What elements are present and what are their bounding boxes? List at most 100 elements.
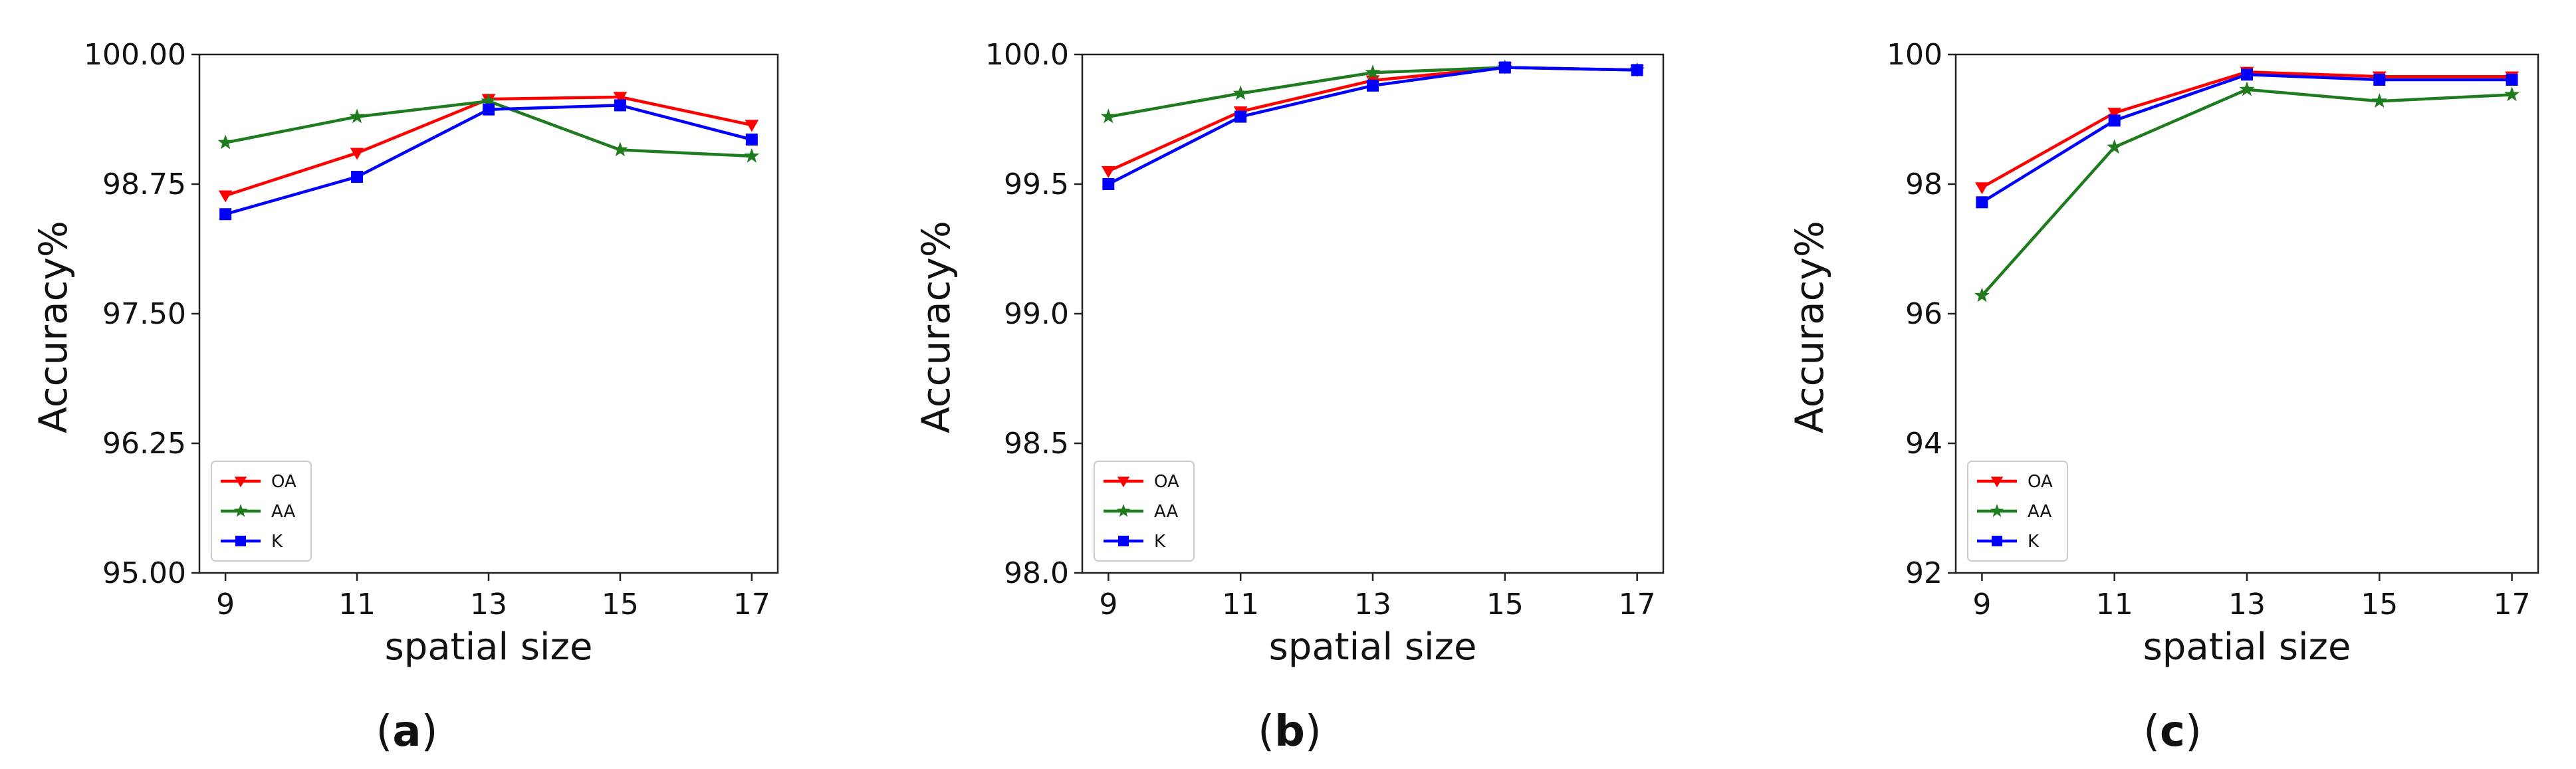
x-tick-label: 13 bbox=[470, 588, 507, 621]
x-tick-label: 13 bbox=[1354, 588, 1391, 621]
data-point-aa bbox=[1100, 108, 1116, 124]
legend-label-oa: OA bbox=[2028, 472, 2053, 492]
data-point-oa bbox=[218, 190, 233, 203]
legend-label-k: K bbox=[1154, 532, 1166, 552]
y-tick-label: 92 bbox=[1905, 556, 1942, 590]
data-point-aa bbox=[2107, 139, 2123, 154]
data-point-aa bbox=[217, 134, 233, 150]
x-tick-label: 15 bbox=[2361, 588, 2398, 621]
data-point-aa bbox=[612, 142, 628, 157]
data-point-k bbox=[1102, 178, 1115, 190]
chart-panel-b: 98.0 98.5 99.0 99.5 100.0 9 11 13 15 17 spatial si… bbox=[913, 38, 1665, 756]
series-line-aa bbox=[1980, 88, 2512, 297]
data-point-aa bbox=[481, 93, 497, 108]
y-tick-label: 96 bbox=[1905, 297, 1942, 331]
legend-marker-oa bbox=[234, 477, 247, 488]
data-point-aa bbox=[349, 108, 365, 124]
x-axis-label: spatial size bbox=[385, 625, 593, 669]
panel-caption: (c) bbox=[2143, 707, 2202, 756]
legend-marker-oa bbox=[1990, 477, 2004, 488]
data-point-k bbox=[1631, 64, 1643, 76]
data-point-aa bbox=[1365, 64, 1381, 80]
legend-label-k: K bbox=[271, 532, 283, 552]
y-axis-label: Accuracy% bbox=[913, 221, 959, 433]
series-line-k bbox=[225, 104, 753, 216]
data-point-k bbox=[1234, 110, 1247, 123]
y-tick-label: 94 bbox=[1905, 427, 1942, 461]
panel-caption-letter: b bbox=[1274, 707, 1305, 756]
y-tick-label: 97.50 bbox=[102, 297, 186, 331]
legend-marker-aa bbox=[1990, 504, 2004, 517]
data-point-aa bbox=[2371, 93, 2387, 108]
legend: OA AA K bbox=[211, 461, 312, 562]
legend-label-aa: AA bbox=[1154, 502, 1179, 522]
legend-marker-k bbox=[235, 536, 246, 546]
series-k bbox=[1976, 68, 2518, 209]
legend-marker-aa bbox=[233, 504, 248, 517]
data-point-aa bbox=[2239, 81, 2255, 96]
legend-label-oa: OA bbox=[271, 472, 296, 492]
legend: OA AA K bbox=[1094, 461, 1195, 562]
data-point-k bbox=[2373, 74, 2386, 86]
y-tick-label: 98 bbox=[1905, 167, 1942, 201]
y-tick-label: 98.0 bbox=[1004, 556, 1069, 590]
data-point-aa bbox=[1232, 85, 1248, 100]
data-point-oa bbox=[350, 148, 364, 160]
panel-caption: (a) bbox=[376, 707, 437, 756]
data-point-k bbox=[219, 208, 232, 221]
x-axis-label: spatial size bbox=[1269, 625, 1477, 669]
chart-panel-c: 92 94 96 98 100 9 11 13 15 17 spatial size Accuracy… bbox=[1787, 38, 2539, 756]
x-tick-label: 13 bbox=[2228, 588, 2266, 621]
legend-marker-k bbox=[1118, 536, 1129, 546]
y-tick-label: 96.25 bbox=[102, 427, 186, 461]
y-axis-label: Accuracy% bbox=[1787, 221, 1832, 433]
y-tick-label: 98.5 bbox=[1004, 427, 1069, 461]
y-tick-label: 99.0 bbox=[1004, 297, 1069, 331]
data-point-oa bbox=[1101, 165, 1115, 178]
data-point-oa bbox=[745, 120, 759, 132]
y-axis-label: Accuracy% bbox=[31, 221, 76, 433]
y-tick-label: 98.75 bbox=[102, 167, 186, 201]
data-point-oa bbox=[1975, 182, 1989, 195]
x-axis-label: spatial size bbox=[2143, 625, 2351, 669]
y-tick-label: 100.0 bbox=[985, 38, 1069, 72]
chart-panel-a: 95.00 96.25 97.50 98.75 100.00 9 11 13 15 17 spati… bbox=[31, 38, 779, 756]
legend-marker-k bbox=[1992, 536, 2002, 546]
x-tick-label: 11 bbox=[338, 588, 376, 621]
data-point-k bbox=[1498, 61, 1511, 74]
x-tick-label: 11 bbox=[1222, 588, 1259, 621]
x-tick-label: 11 bbox=[2096, 588, 2133, 621]
x-tick-label: 15 bbox=[602, 588, 639, 621]
y-tick-label: 100.00 bbox=[84, 38, 186, 72]
legend-marker-aa bbox=[1116, 504, 1131, 517]
data-point-aa bbox=[2504, 86, 2520, 102]
legend-label-k: K bbox=[2028, 532, 2040, 552]
x-tick-label: 17 bbox=[1619, 588, 1656, 621]
y-tick-label: 100 bbox=[1887, 38, 1942, 72]
series-aa bbox=[217, 93, 760, 163]
y-tick-label: 95.00 bbox=[102, 556, 186, 590]
data-point-k bbox=[2506, 74, 2518, 86]
data-point-k bbox=[351, 171, 364, 183]
y-tick-label: 99.5 bbox=[1004, 167, 1069, 201]
x-tick-label: 15 bbox=[1486, 588, 1524, 621]
legend-marker-oa bbox=[1117, 477, 1130, 488]
data-point-k bbox=[2241, 68, 2253, 81]
data-point-oa bbox=[613, 92, 628, 104]
panel-caption-letter: a bbox=[392, 707, 421, 756]
x-tick-label: 17 bbox=[733, 588, 770, 621]
data-point-k bbox=[2108, 114, 2121, 127]
panel-caption-letter: c bbox=[2160, 707, 2185, 756]
data-point-oa bbox=[2107, 108, 2122, 120]
data-point-k bbox=[745, 133, 758, 146]
panel-caption: (b) bbox=[1258, 707, 1322, 756]
x-tick-label: 9 bbox=[1099, 588, 1117, 621]
data-point-k bbox=[1976, 196, 1988, 209]
x-tick-label: 17 bbox=[2494, 588, 2531, 621]
series-line-k bbox=[1981, 72, 2512, 204]
legend-label-oa: OA bbox=[1154, 472, 1179, 492]
data-point-aa bbox=[1974, 287, 1990, 302]
data-point-k bbox=[1367, 79, 1379, 92]
legend-label-aa: AA bbox=[271, 502, 296, 522]
